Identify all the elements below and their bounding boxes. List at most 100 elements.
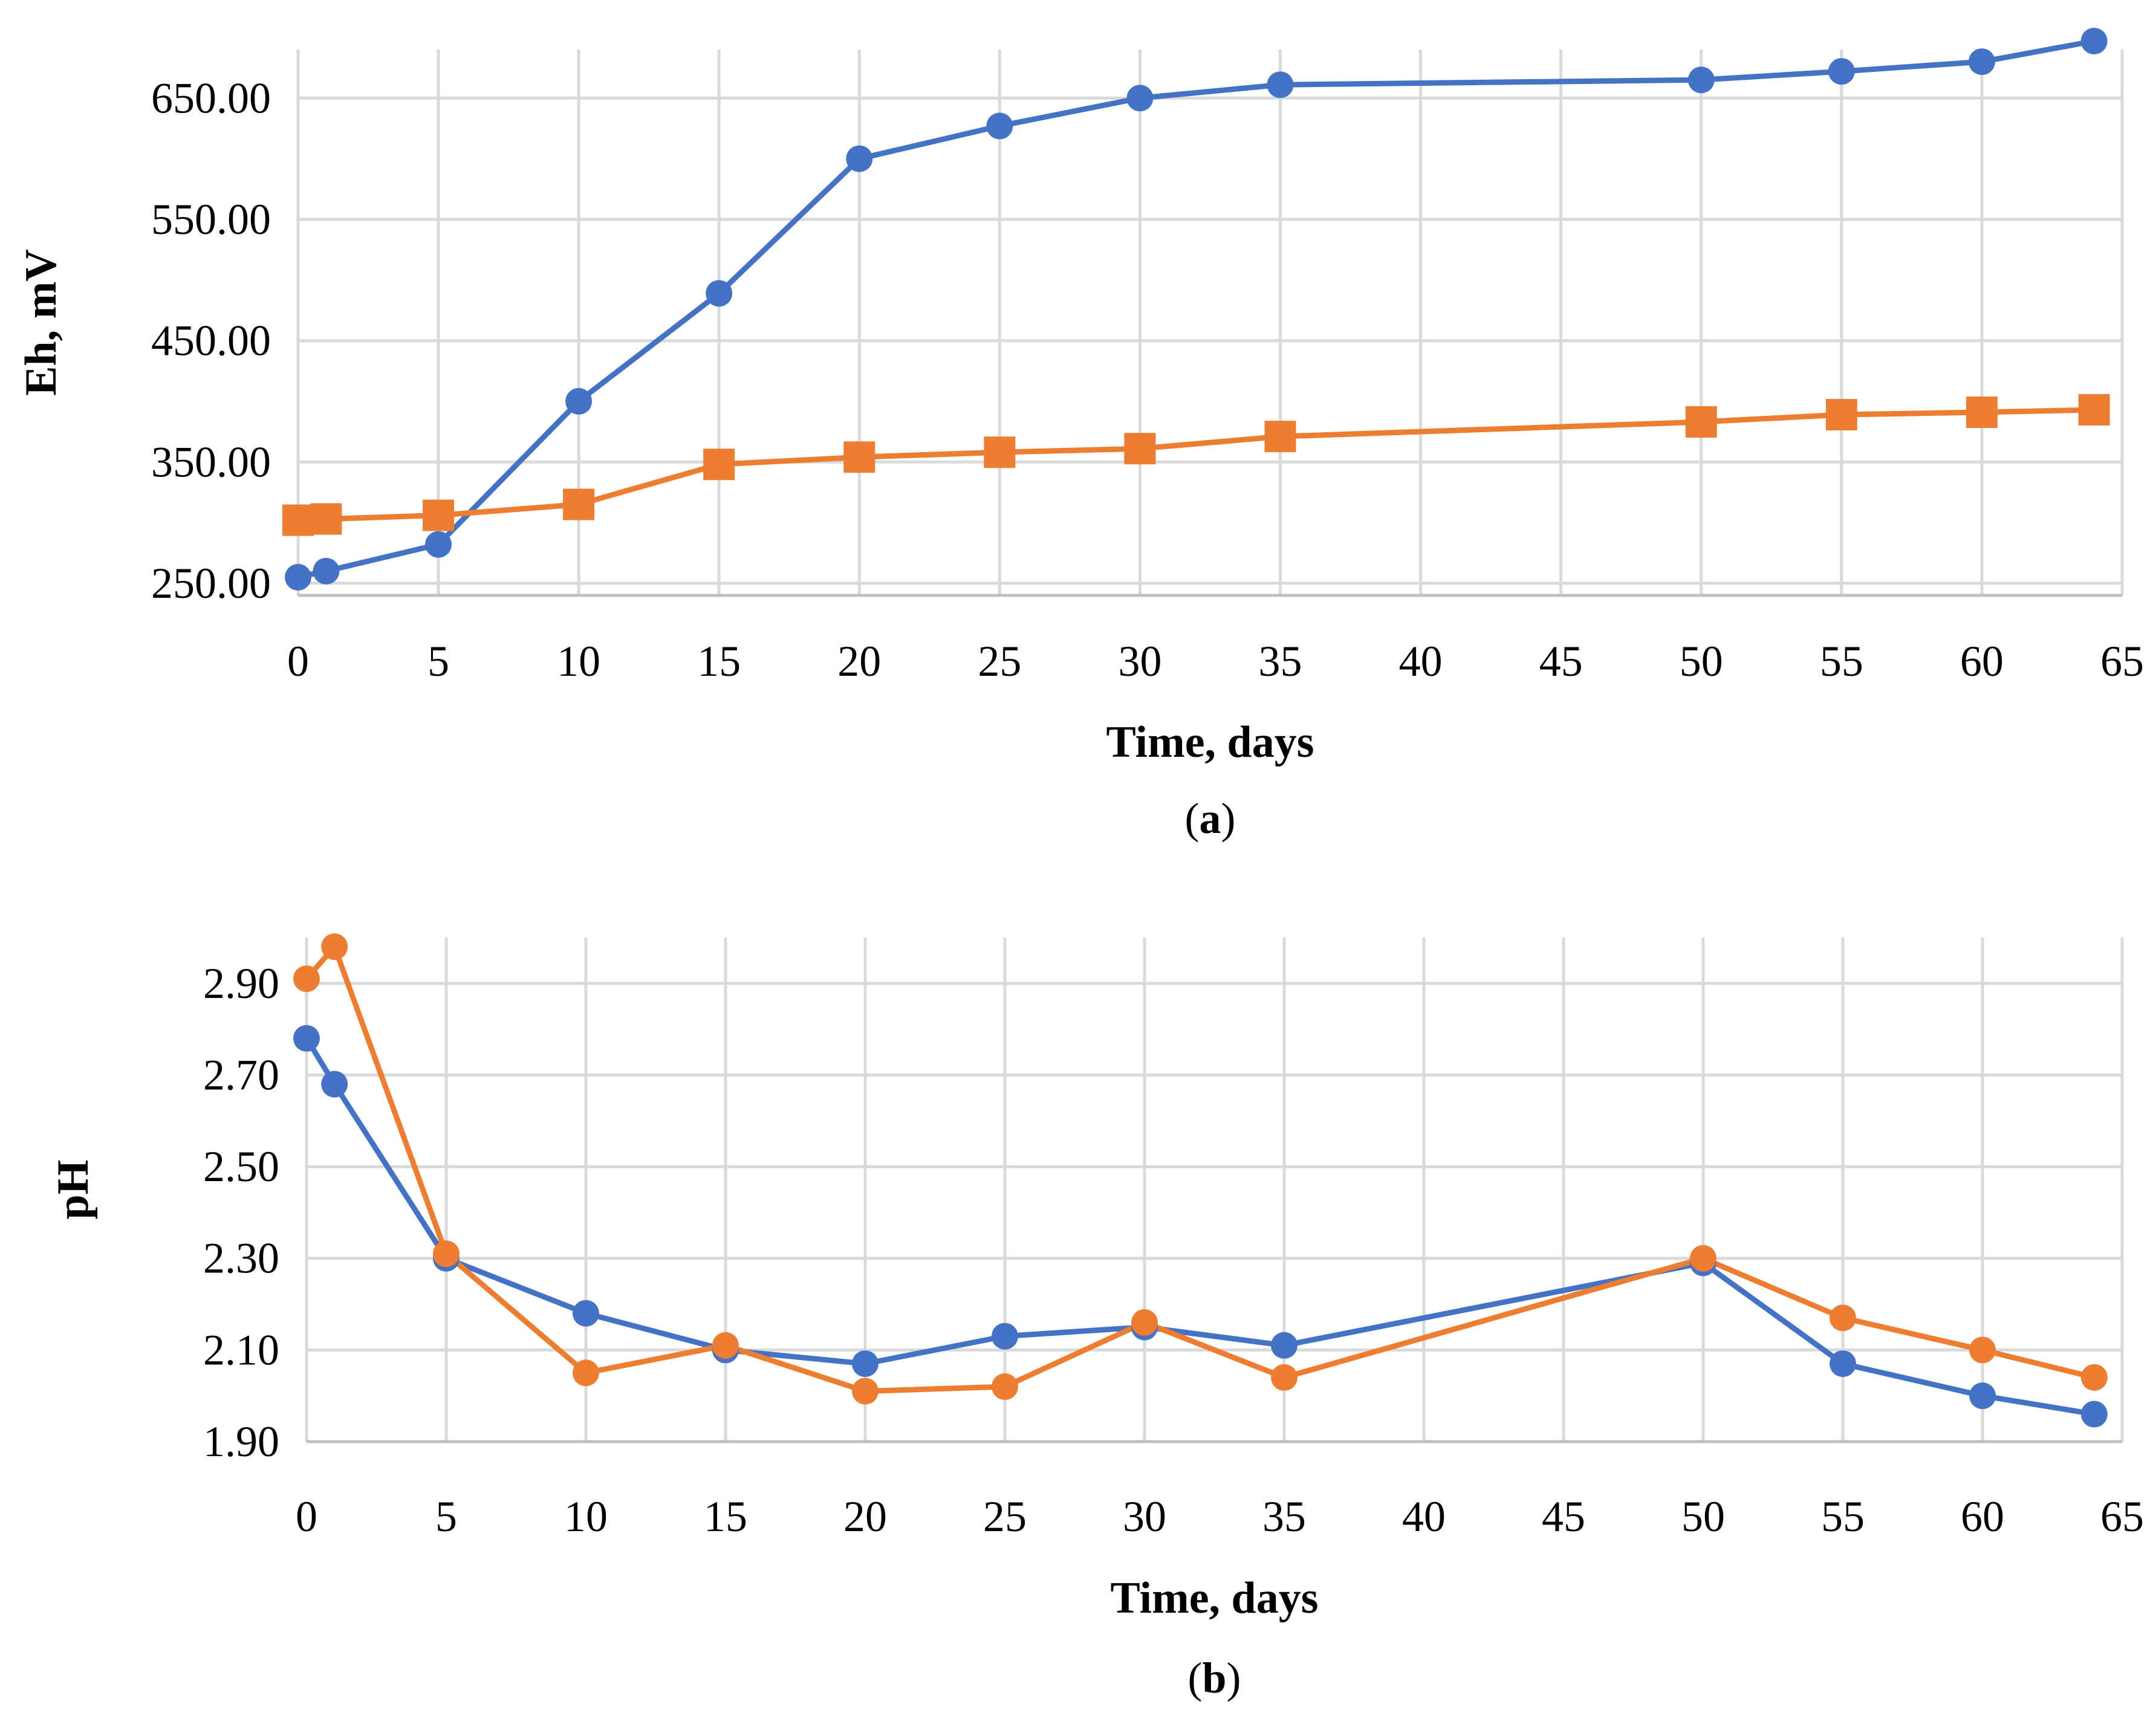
data-point-series-2: [703, 449, 735, 481]
x-tick-label: 20: [843, 1492, 887, 1541]
chart-panel-a: 0 5 10 15 20 25 30 35 40 45 50 55 60 65 250.00 350.00 4…: [16, 27, 2144, 843]
x-tick-label: 0: [287, 637, 309, 685]
y-tick-label: 2.10: [203, 1326, 279, 1374]
x-tick-label: 35: [1262, 1492, 1306, 1541]
data-point-series-1: [293, 1025, 320, 1052]
x-tick-label: 55: [1820, 637, 1863, 685]
data-point-series-1: [1267, 71, 1294, 99]
data-point-series-2: [1969, 1336, 1996, 1364]
series-layer: [293, 933, 2108, 1428]
data-point-series-1: [852, 1350, 878, 1378]
data-point-series-1: [573, 1300, 599, 1327]
data-point-series-2: [2078, 394, 2110, 426]
data-point-series-1: [321, 1070, 348, 1098]
x-tick-label: 10: [564, 1492, 608, 1541]
data-point-series-2: [1825, 399, 1857, 431]
x-tick-label: 60: [1961, 1492, 2004, 1541]
data-point-series-2: [843, 441, 875, 473]
x-axis-title: Time, days: [1110, 1573, 1318, 1623]
data-point-series-1: [1687, 66, 1715, 94]
x-tick-label: 60: [1960, 637, 2004, 685]
x-tick-label: 30: [1123, 1492, 1166, 1541]
x-tick-label: 40: [1399, 637, 1443, 685]
caption-letter: b: [1202, 1654, 1226, 1702]
x-tick-label: 65: [2100, 637, 2144, 685]
panel-caption-b: (b): [1187, 1654, 1241, 1702]
data-point-series-2: [1685, 406, 1717, 438]
x-tick-label: 45: [1539, 637, 1583, 685]
data-point-series-1: [846, 145, 873, 172]
y-tick-label: 450.00: [151, 317, 271, 365]
data-point-series-1: [706, 280, 733, 307]
data-point-series-1: [1828, 58, 1855, 85]
data-point-series-1: [1968, 48, 1995, 76]
x-tick-label: 55: [1821, 1492, 1865, 1541]
panel-caption-a: (a): [1185, 794, 1236, 843]
data-point-series-1: [992, 1323, 1018, 1350]
data-point-series-2: [1830, 1304, 1856, 1332]
y-axis-title: Eh, mV: [16, 249, 66, 396]
data-point-series-2: [433, 1240, 460, 1268]
data-point-series-1: [986, 112, 1013, 140]
x-tick-label: 45: [1542, 1492, 1585, 1541]
data-point-series-1: [2080, 27, 2108, 54]
data-point-series-2: [2080, 1364, 2108, 1391]
data-point-series-1: [285, 563, 311, 591]
data-point-series-2: [712, 1332, 739, 1359]
data-point-series-2: [1264, 421, 1296, 453]
data-point-series-2: [852, 1378, 878, 1405]
caption-open-paren: (: [1185, 794, 1200, 843]
x-axis-title: Time, days: [1106, 717, 1314, 767]
data-point-series-2: [282, 504, 314, 536]
data-point-series-2: [1131, 1309, 1158, 1336]
data-point-series-2: [423, 499, 455, 531]
y-tick-label: 250.00: [151, 559, 271, 607]
data-point-series-1: [425, 531, 452, 558]
y-tick-labels: 1.90 2.10 2.30 2.50 2.70 2.90: [203, 959, 279, 1466]
data-point-series-1: [1969, 1382, 1996, 1410]
data-point-series-1: [313, 557, 340, 585]
data-point-series-2: [293, 965, 320, 993]
x-tick-label: 5: [427, 637, 449, 685]
chart-panel-b: 0 5 10 15 20 25 30 35 40 45 50 55 60 65 1.90 2.10 2.30 2…: [48, 933, 2144, 1702]
caption-open-paren: (: [1187, 1654, 1202, 1702]
x-tick-label: 0: [296, 1492, 317, 1541]
y-gridlines: [298, 96, 2122, 585]
caption-letter: a: [1200, 794, 1221, 843]
x-tick-label: 40: [1402, 1492, 1446, 1541]
x-tick-label: 15: [704, 1492, 747, 1541]
x-tick-labels: 0 5 10 15 20 25 30 35 40 45 50 55 60 65: [296, 1492, 2144, 1541]
caption-close-paren: ): [1227, 1654, 1241, 1702]
x-tick-label: 30: [1118, 637, 1161, 685]
data-point-series-1: [1126, 85, 1154, 112]
x-gridlines: [296, 50, 2124, 595]
x-tick-label: 25: [978, 637, 1021, 685]
y-tick-label: 2.30: [203, 1234, 279, 1283]
y-tick-label: 350.00: [151, 438, 271, 486]
y-axis-title: pH: [48, 1160, 98, 1220]
x-tick-label: 5: [435, 1492, 457, 1541]
data-point-series-2: [984, 436, 1016, 468]
series-layer: [282, 27, 2110, 591]
x-tick-label: 10: [557, 637, 600, 685]
data-point-series-2: [321, 933, 348, 960]
data-point-series-2: [1271, 1364, 1297, 1391]
x-tick-label: 15: [697, 637, 741, 685]
y-tick-label: 550.00: [151, 195, 271, 244]
data-point-series-1: [1271, 1332, 1297, 1359]
data-point-series-2: [1690, 1245, 1716, 1272]
x-tick-label: 50: [1680, 637, 1723, 685]
x-tick-label: 35: [1259, 637, 1302, 685]
y-tick-label: 1.90: [203, 1417, 279, 1466]
data-point-series-2: [1966, 396, 1998, 428]
data-point-series-2: [992, 1373, 1018, 1401]
y-tick-label: 2.50: [203, 1142, 279, 1191]
data-point-series-2: [1124, 433, 1156, 465]
data-point-series-2: [573, 1359, 599, 1387]
data-point-series-2: [310, 503, 342, 535]
x-tick-labels: 0 5 10 15 20 25 30 35 40 45 50 55 60 65: [287, 637, 2144, 685]
x-tick-label: 50: [1681, 1492, 1725, 1541]
x-tick-label: 20: [837, 637, 881, 685]
y-tick-label: 2.90: [203, 959, 279, 1008]
